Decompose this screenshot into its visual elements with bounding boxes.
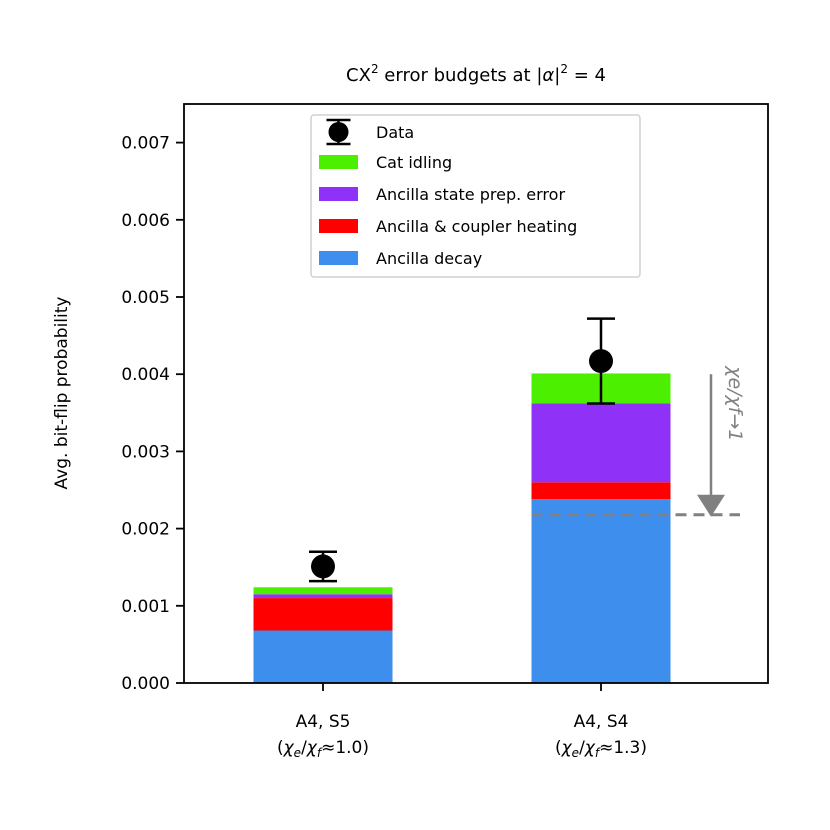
y-axis-label: Avg. bit-flip probability [52, 297, 72, 490]
x-tick-label-0: A4, S5 [296, 712, 351, 732]
legend-item-ancilla-coupler-heating: Ancilla & coupler heating [319, 217, 577, 236]
bar-1-ancilla-coupler-heating [531, 482, 671, 500]
data-marker-1 [589, 349, 613, 374]
legend-swatch-4 [319, 251, 358, 265]
legend-item-ancilla-state-prep-error: Ancilla state prep. error [319, 185, 565, 204]
bar-1-ancilla-state-prep-error [531, 403, 671, 483]
legend-label-3: Ancilla & coupler heating [376, 217, 577, 236]
data-marker-0 [311, 554, 335, 579]
legend-item-cat-idling: Cat idling [319, 153, 452, 172]
legend-frame [310, 114, 641, 278]
legend-item-data: Data [326, 118, 414, 146]
x-tick-label-0-ratio: (χe/χf≈1.0) [277, 738, 369, 760]
y-tick-label-1: 0.001 [121, 597, 170, 617]
y-tick-label-7: 0.007 [121, 134, 170, 154]
legend-label-data: Data [376, 123, 414, 142]
annotation-label: χe/χf→1 [724, 365, 746, 441]
data-point-1 [587, 317, 615, 405]
legend-label-2: Ancilla state prep. error [376, 185, 565, 204]
legend-data-marker [328, 122, 349, 142]
data-point-0 [309, 550, 337, 583]
y-tick-label-0: 0.000 [121, 674, 170, 694]
bar-1-ancilla-decay [531, 499, 671, 683]
x-tick-label-1-ratio: (χe/χf≈1.3) [555, 738, 647, 760]
legend-swatch-1 [319, 155, 358, 169]
plot-frame [183, 103, 769, 684]
bar-0-ancilla-state-prep-error [253, 594, 393, 599]
y-tick-label-3: 0.003 [121, 442, 170, 462]
bar-0-cat-idling [253, 587, 393, 595]
legend-swatch-3 [319, 219, 358, 233]
legend-label-1: Cat idling [376, 153, 452, 172]
x-tick-label-1: A4, S4 [574, 712, 629, 732]
y-tick-label-4: 0.004 [121, 365, 170, 385]
y-tick-label-5: 0.005 [121, 288, 170, 308]
legend-label-4: Ancilla decay [376, 249, 482, 268]
y-tick-label-6: 0.006 [121, 211, 170, 231]
legend: Data Cat idling Ancilla state prep. error A… [310, 114, 641, 278]
chart-title: CX2 error budgets at |α|2 = 4 [346, 62, 606, 86]
annotation-arrow-head [697, 494, 725, 517]
legend-swatch-2 [319, 187, 358, 201]
y-tick-label-2: 0.002 [121, 520, 170, 540]
bar-0-ancilla-decay [253, 630, 393, 683]
bar-0-ancilla-coupler-heating [253, 598, 393, 631]
legend-item-ancilla-decay: Ancilla decay [319, 249, 482, 268]
